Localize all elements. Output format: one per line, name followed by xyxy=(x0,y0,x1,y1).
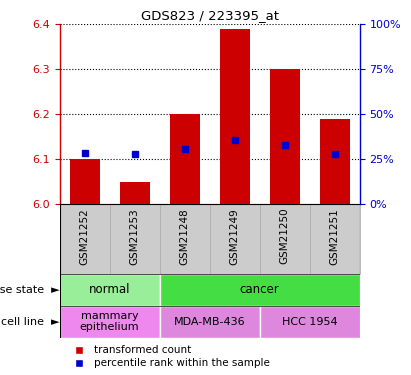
Text: GSM21252: GSM21252 xyxy=(80,208,90,265)
Text: GSM21251: GSM21251 xyxy=(330,208,339,265)
Bar xyxy=(320,119,350,204)
Bar xyxy=(120,182,150,204)
Bar xyxy=(270,69,300,204)
Text: disease state  ►: disease state ► xyxy=(0,285,60,295)
Text: GSM21250: GSM21250 xyxy=(279,208,290,264)
Bar xyxy=(159,204,210,274)
Bar xyxy=(210,204,260,274)
Text: HCC 1954: HCC 1954 xyxy=(282,316,337,327)
Bar xyxy=(60,274,159,306)
Legend: transformed count, percentile rank within the sample: transformed count, percentile rank withi… xyxy=(65,341,274,372)
Bar xyxy=(60,204,110,274)
Text: GSM21248: GSM21248 xyxy=(180,208,189,265)
Text: mammary
epithelium: mammary epithelium xyxy=(80,311,139,332)
Bar xyxy=(60,306,159,338)
Text: normal: normal xyxy=(89,283,130,296)
Bar xyxy=(170,114,200,204)
Bar xyxy=(69,159,99,204)
Bar xyxy=(260,204,309,274)
Bar xyxy=(110,204,159,274)
Bar xyxy=(159,306,260,338)
Bar xyxy=(219,29,249,204)
Text: cancer: cancer xyxy=(240,283,279,296)
Text: MDA-MB-436: MDA-MB-436 xyxy=(174,316,245,327)
Title: GDS823 / 223395_at: GDS823 / 223395_at xyxy=(141,9,279,22)
Bar xyxy=(260,306,360,338)
Text: GSM21249: GSM21249 xyxy=(230,208,240,265)
Text: cell line  ►: cell line ► xyxy=(1,316,60,327)
Text: GSM21253: GSM21253 xyxy=(129,208,140,265)
Bar xyxy=(159,274,360,306)
Bar xyxy=(309,204,360,274)
